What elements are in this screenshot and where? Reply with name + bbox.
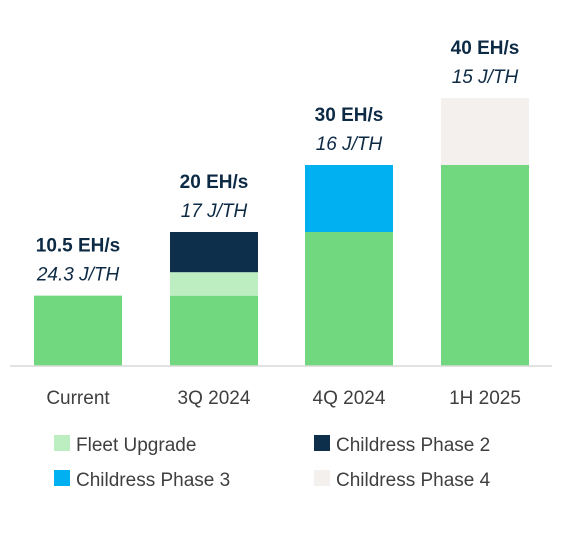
legend-swatch-childress-phase-4 [314,470,330,486]
legend-label-fleet-upgrade: Fleet Upgrade [76,435,196,456]
bar-1h-2025-base [441,165,529,366]
x-tick-label-4q-2024: 4Q 2024 [313,388,386,409]
hashrate-label-current: 10.5 EH/s [36,236,121,257]
efficiency-label-current: 24.3 J/TH [36,265,120,286]
hashrate-label-3q-2024: 20 EH/s [180,172,249,193]
x-tick-label-3q-2024: 3Q 2024 [178,388,251,409]
efficiency-label-4q-2024: 16 J/TH [316,134,383,155]
efficiency-label-3q-2024: 17 J/TH [181,201,248,222]
bar-1h-2025-childress-phase-4 [441,98,529,165]
bar-3q-2024-childress-phase-2 [170,232,258,273]
x-axis-labels: Current 3Q 2024 4Q 2024 1H 2025 [46,388,521,409]
bar-4q-2024-base [305,232,393,366]
legend-item-fleet-upgrade: Fleet Upgrade [54,435,196,456]
x-tick-label-current: Current [46,388,110,409]
bar-3q-2024-base [170,295,258,366]
legend-label-childress-phase-4: Childress Phase 4 [336,470,491,491]
bar-4q-2024-childress-phase-3 [305,165,393,232]
x-tick-label-1h-2025: 1H 2025 [449,388,521,409]
bar-annotations: 10.5 EH/s 24.3 J/TH 20 EH/s 17 J/TH 30 EH/s 1… [36,38,520,286]
hashrate-label-4q-2024: 30 EH/s [315,105,384,126]
legend-label-childress-phase-2: Childress Phase 2 [336,435,490,456]
legend-label-childress-phase-3: Childress Phase 3 [76,470,230,491]
legend-item-childress-phase-2: Childress Phase 2 [314,435,490,456]
bar-group [34,98,529,366]
legend: Fleet Upgrade Childress Phase 2 Childress … [54,435,491,491]
legend-swatch-fleet-upgrade [54,435,70,451]
efficiency-label-1h-2025: 15 J/TH [452,67,519,88]
hashrate-label-1h-2025: 40 EH/s [451,38,520,59]
bar-current-base [34,295,122,366]
legend-item-childress-phase-4: Childress Phase 4 [314,470,491,491]
legend-swatch-childress-phase-2 [314,435,330,451]
bar-3q-2024-fleet-upgrade [170,272,258,296]
legend-swatch-childress-phase-3 [54,470,70,486]
legend-item-childress-phase-3: Childress Phase 3 [54,470,230,491]
